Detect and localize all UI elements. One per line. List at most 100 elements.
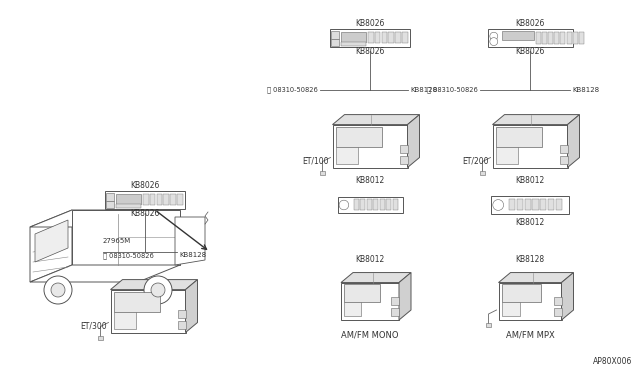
Bar (388, 32, 394, 44)
Bar (116, 204, 141, 208)
Bar (509, 199, 515, 211)
Bar (566, 32, 572, 44)
Bar (157, 194, 162, 205)
Bar (177, 310, 186, 317)
Text: KB8026: KB8026 (355, 46, 385, 55)
Bar (380, 199, 385, 210)
Bar (556, 199, 562, 211)
Polygon shape (399, 273, 411, 320)
Bar (554, 32, 559, 44)
Bar (554, 297, 561, 305)
Bar (335, 147, 358, 164)
Bar (170, 194, 176, 205)
Text: 27965M: 27965M (103, 238, 131, 244)
Bar (344, 302, 362, 316)
Polygon shape (30, 210, 180, 227)
Bar (579, 32, 584, 44)
Bar (353, 199, 358, 210)
Bar (479, 170, 484, 174)
Bar (367, 199, 372, 210)
Polygon shape (408, 115, 419, 167)
Polygon shape (30, 210, 72, 282)
Text: Ⓢ 08310-50826: Ⓢ 08310-50826 (428, 87, 478, 93)
Circle shape (493, 200, 504, 211)
Bar (106, 201, 114, 208)
Bar (163, 194, 169, 205)
Bar (331, 31, 339, 39)
Polygon shape (186, 280, 198, 333)
Bar (319, 170, 324, 174)
Bar (113, 292, 160, 312)
Bar (392, 199, 397, 210)
Bar (486, 323, 490, 327)
Polygon shape (333, 125, 408, 167)
Polygon shape (493, 125, 568, 167)
Bar (540, 199, 547, 211)
Bar (381, 32, 387, 44)
Text: KB8026: KB8026 (355, 19, 385, 29)
Polygon shape (561, 273, 573, 320)
Text: KB8026: KB8026 (515, 19, 545, 29)
Polygon shape (111, 280, 198, 289)
Polygon shape (72, 210, 180, 265)
Polygon shape (333, 115, 419, 125)
Text: KB8128: KB8128 (572, 87, 599, 93)
Bar (399, 155, 408, 164)
Text: Ⓢ 08310-50826: Ⓢ 08310-50826 (103, 252, 154, 259)
Text: KB8012: KB8012 (355, 176, 385, 185)
Circle shape (339, 200, 349, 210)
Bar (559, 144, 568, 153)
Polygon shape (341, 273, 411, 283)
Polygon shape (175, 217, 205, 265)
Bar (495, 127, 542, 147)
Bar (105, 191, 185, 209)
Polygon shape (568, 115, 579, 167)
Text: KB8026: KB8026 (131, 182, 160, 190)
Bar (368, 32, 374, 44)
Circle shape (144, 276, 172, 304)
Bar (491, 196, 569, 214)
Text: KB8012: KB8012 (515, 218, 545, 227)
Bar (106, 193, 114, 201)
Text: KB8128: KB8128 (179, 252, 206, 258)
Bar (402, 32, 408, 44)
Text: ET/200: ET/200 (462, 156, 488, 166)
Circle shape (490, 38, 498, 45)
Bar (143, 194, 148, 205)
Bar (517, 199, 523, 211)
Circle shape (151, 283, 165, 297)
Bar (344, 285, 380, 302)
Text: KB8128: KB8128 (515, 255, 545, 264)
Text: KB8012: KB8012 (355, 255, 385, 264)
Circle shape (490, 32, 498, 40)
Text: KB8128: KB8128 (410, 87, 437, 93)
Bar (502, 31, 534, 40)
Polygon shape (499, 283, 561, 320)
Bar (573, 32, 578, 44)
Bar (97, 336, 102, 340)
Bar (386, 199, 391, 210)
Bar (525, 199, 531, 211)
Bar (532, 199, 539, 211)
Text: ET/300: ET/300 (80, 321, 106, 330)
Bar (502, 285, 541, 302)
Bar (561, 32, 566, 44)
Bar (331, 39, 339, 46)
Circle shape (44, 276, 72, 304)
Text: AP80X006: AP80X006 (593, 357, 632, 366)
Bar (116, 194, 141, 203)
Bar (396, 32, 401, 44)
Bar (150, 194, 156, 205)
Bar (488, 29, 573, 47)
Text: KB8012: KB8012 (515, 176, 545, 185)
Text: KB8026: KB8026 (131, 208, 160, 218)
Bar (391, 308, 399, 316)
Bar (554, 308, 561, 316)
Bar (341, 42, 367, 46)
Bar (548, 199, 554, 211)
Polygon shape (493, 115, 579, 125)
Bar (373, 199, 378, 210)
Bar (177, 321, 186, 328)
Bar (330, 29, 410, 47)
Bar (548, 32, 553, 44)
